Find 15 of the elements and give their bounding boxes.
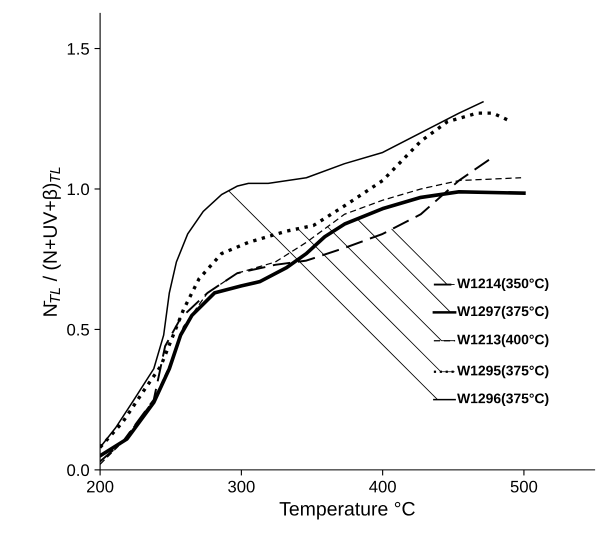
x-tick-label: 500	[510, 480, 538, 493]
legend-label: W1295(375°C)	[457, 365, 548, 378]
x-tick-label: 200	[87, 480, 114, 493]
y-tick-label: 1.0	[68, 183, 90, 196]
y-tick-label: 0.5	[67, 324, 89, 336]
legend-label: W1214(350°C)	[457, 278, 548, 292]
legend-label: W1297(375°C)	[457, 306, 548, 319]
y-axis-title: N̄$_{TL}$ / (N+UV+β)$_{TL}$	[42, 167, 61, 316]
x-tick-label: 300	[228, 480, 255, 493]
x-axis-title: Temperature °C	[280, 502, 415, 520]
y-tick-label: 1.5	[68, 43, 89, 55]
legend-label: W1296(375°C)	[457, 393, 548, 406]
x-tick-label: 400	[369, 480, 396, 493]
y-tick-label: 0.0	[67, 464, 90, 476]
legend-label: W1213(400°C)	[457, 334, 548, 348]
